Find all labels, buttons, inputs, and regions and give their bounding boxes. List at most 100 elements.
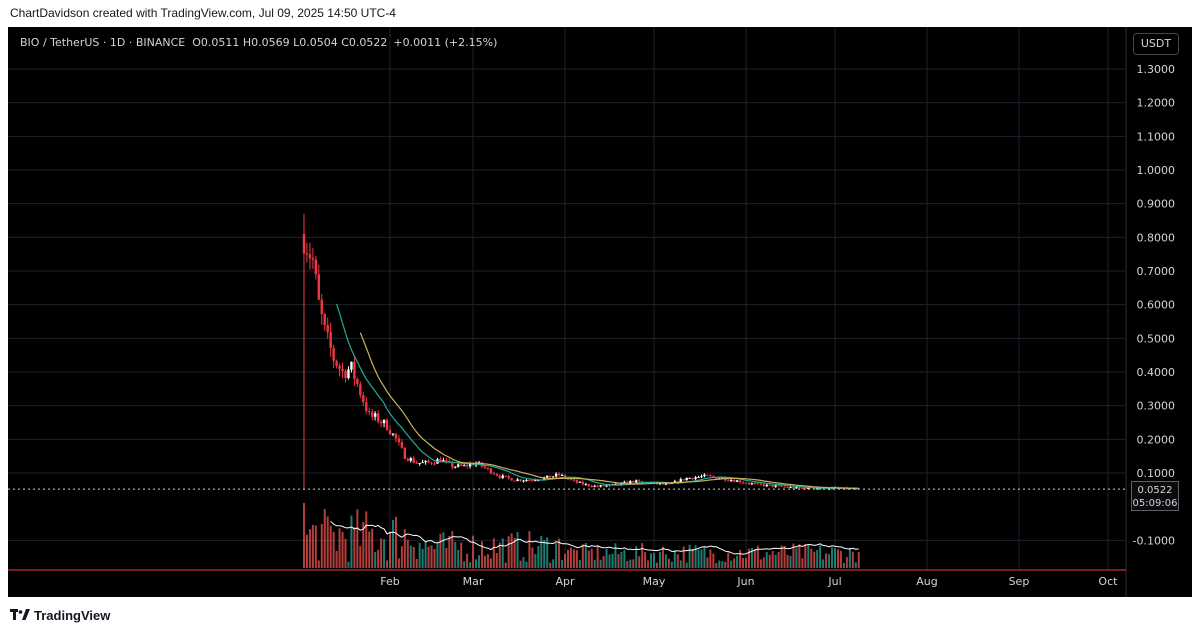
candle-body (457, 464, 460, 467)
currency-button[interactable]: USDT (1133, 33, 1179, 55)
volume-bar (507, 536, 510, 568)
volume-bar (688, 544, 691, 568)
volume-bar (418, 542, 421, 568)
volume-bar (329, 525, 332, 568)
candle-body (412, 458, 415, 463)
volume-bar (593, 559, 596, 568)
volume-bar (353, 527, 356, 568)
volume-bar (486, 554, 489, 568)
volume-bar (377, 549, 380, 568)
volume-bar (709, 549, 712, 568)
volume-bar (403, 529, 406, 568)
candle-body (406, 459, 409, 461)
volume-bar (498, 542, 501, 568)
candle-body (765, 484, 768, 487)
volume-bar (765, 552, 768, 568)
volume-bar (528, 531, 531, 568)
candle-body (546, 475, 549, 478)
candle-body (483, 466, 487, 468)
candle-body (454, 466, 457, 468)
volume-bar (691, 548, 694, 568)
volume-bar (552, 559, 555, 568)
volume-bar (320, 524, 323, 568)
volume-bar (365, 511, 368, 568)
volume-bar (540, 535, 543, 568)
volume-bar (386, 560, 389, 568)
volume-bar (584, 543, 587, 568)
volume-bar (397, 558, 400, 568)
candle-body (700, 476, 703, 478)
symbol-legend[interactable]: BIO / TetherUS · 1D · BINANCE O0.0511 H0.… (20, 36, 497, 49)
volume-bar (650, 553, 653, 568)
volume-bar (549, 562, 552, 568)
candle-body (727, 480, 730, 482)
candle-body (792, 487, 795, 489)
candle-body (305, 253, 309, 255)
volume-bar (857, 551, 860, 568)
volume-bar (492, 538, 495, 568)
volume-bar (658, 552, 661, 568)
candle-body (510, 478, 513, 481)
volume-bar (777, 551, 780, 568)
ohlc-values: O0.0511 H0.0569 L0.0504 C0.0522 (192, 36, 388, 49)
x-tick-label: Feb (380, 575, 399, 588)
candle-body (709, 475, 712, 477)
volume-bar (463, 561, 466, 568)
candle-body (563, 474, 567, 478)
y-tick-label: 0.3000 (1137, 400, 1176, 413)
volume-bar (323, 509, 326, 568)
price-chart[interactable]: 1.3000 1.2000 1.1000 1.0000 0.9000 0.8000 0.70… (8, 27, 1192, 597)
candle-body (747, 483, 751, 485)
candle-body (691, 477, 694, 480)
volume-bar (629, 559, 632, 568)
candle-body (486, 467, 490, 469)
volume-bar (581, 544, 584, 568)
volume-bar (635, 546, 638, 568)
volume-bar (409, 545, 412, 568)
volume-bar (783, 545, 786, 568)
y-tick-label: 1.1000 (1137, 130, 1176, 143)
y-tick-label: 0.9000 (1137, 198, 1176, 211)
volume-bar (374, 552, 377, 568)
volume-bar (362, 522, 365, 568)
candle-body (525, 479, 528, 481)
volume-bar (430, 545, 433, 568)
ma-slow-line (359, 332, 859, 489)
candle-body (424, 460, 427, 463)
candle-body (504, 475, 507, 477)
volume-bars (302, 503, 860, 568)
candle-body (780, 485, 783, 487)
candle-body (537, 479, 540, 481)
candle-body (462, 465, 466, 467)
volume-bar (311, 524, 314, 568)
last-price-label: 0.0522 05:09:06 (1131, 481, 1179, 511)
volume-bar (617, 554, 620, 568)
volume-bar (608, 554, 611, 568)
volume-bar (480, 541, 483, 568)
tradingview-logo[interactable]: TradingView (10, 607, 110, 623)
volume-bar (572, 549, 575, 568)
candle-body (353, 361, 356, 379)
tradingview-brand-text: TradingView (34, 607, 111, 623)
moving-averages (8, 303, 1126, 490)
candle-body (554, 473, 558, 477)
candle-body (415, 462, 418, 464)
candle-body (804, 487, 807, 489)
volume-bar (762, 557, 765, 568)
volume-bar (664, 554, 667, 568)
volume-bar (807, 544, 810, 568)
candle-body (605, 485, 608, 487)
candle-body (575, 480, 579, 483)
volume-bar (647, 560, 650, 568)
candle-body (498, 475, 501, 478)
candle-body (492, 473, 496, 475)
candle-body (560, 474, 564, 476)
candle-body (617, 483, 620, 485)
volume-bar (457, 549, 460, 568)
volume-bar (341, 531, 344, 568)
volume-bar (478, 555, 480, 568)
chart-panel[interactable]: 1.3000 1.2000 1.1000 1.0000 0.9000 0.8000 0.70… (8, 27, 1192, 597)
candle-body (347, 369, 350, 379)
volume-bar (326, 516, 329, 568)
candle-body (403, 447, 407, 460)
